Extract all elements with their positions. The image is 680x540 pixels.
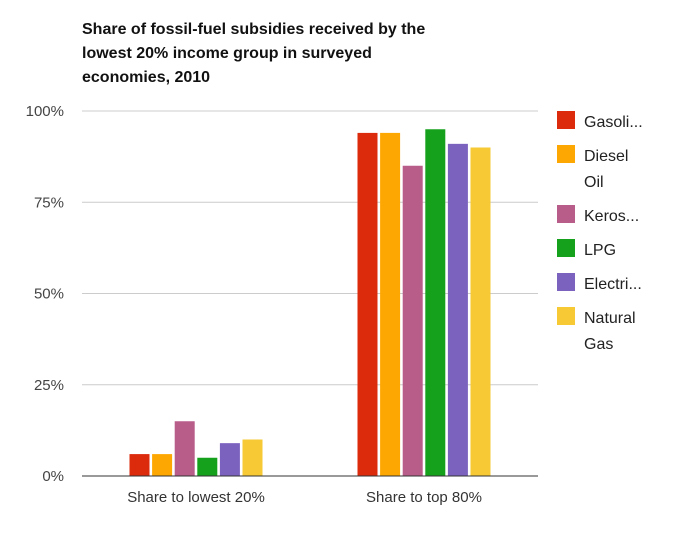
legend-label: Oil bbox=[584, 174, 604, 191]
bar-diesel-oil bbox=[152, 454, 173, 476]
legend-label: Keros... bbox=[584, 208, 639, 225]
y-tick-label: 50% bbox=[34, 286, 64, 303]
legend-item[interactable]: Gasoli... bbox=[557, 111, 643, 131]
x-axis-categories: Share to lowest 20% Share to top 80% bbox=[127, 489, 482, 506]
legend-swatch bbox=[557, 239, 575, 257]
legend-label: Electri... bbox=[584, 276, 642, 293]
chart-title-line: Share of fossil-fuel subsidies received … bbox=[82, 21, 425, 38]
legend-swatch bbox=[557, 273, 575, 291]
y-tick-label: 100% bbox=[26, 103, 64, 120]
bar-lpg bbox=[197, 457, 218, 476]
bar-natural-gas bbox=[470, 147, 491, 476]
bar-kerosene bbox=[174, 421, 195, 476]
y-tick-label: 25% bbox=[34, 377, 64, 394]
legend: Gasoli... Diesel Oil Keros... LPG Electri... N… bbox=[557, 111, 643, 353]
legend-label: Gas bbox=[584, 336, 613, 353]
legend-label: Gasoli... bbox=[584, 114, 643, 131]
legend-item[interactable]: Natural Gas bbox=[557, 307, 636, 353]
x-category-label: Share to lowest 20% bbox=[127, 489, 265, 506]
legend-swatch bbox=[557, 205, 575, 223]
chart-title-line: economies, 2010 bbox=[82, 69, 210, 86]
chart-title: Share of fossil-fuel subsidies received … bbox=[82, 21, 425, 86]
legend-swatch bbox=[557, 307, 575, 325]
legend-item[interactable]: Keros... bbox=[557, 205, 639, 225]
bar-electricity bbox=[447, 143, 468, 476]
bar-natural-gas bbox=[242, 439, 263, 476]
legend-item[interactable]: LPG bbox=[557, 239, 616, 259]
bar-lpg bbox=[425, 129, 446, 476]
x-category-label: Share to top 80% bbox=[366, 489, 482, 506]
bar-kerosene bbox=[402, 165, 423, 476]
legend-label: LPG bbox=[584, 242, 616, 259]
bars bbox=[129, 129, 491, 476]
bar-gasoline bbox=[357, 132, 378, 476]
legend-swatch bbox=[557, 145, 575, 163]
y-tick-label: 0% bbox=[42, 468, 64, 485]
bar-diesel-oil bbox=[380, 132, 401, 476]
legend-item[interactable]: Electri... bbox=[557, 273, 642, 293]
gridlines bbox=[82, 110, 538, 386]
y-axis-ticks: 0% 25% 50% 75% 100% bbox=[26, 103, 64, 485]
legend-label: Natural bbox=[584, 310, 636, 327]
legend-label: Diesel bbox=[584, 148, 628, 165]
legend-swatch bbox=[557, 111, 575, 129]
chart-title-line: lowest 20% income group in surveyed bbox=[82, 45, 372, 62]
bar-gasoline bbox=[129, 454, 150, 476]
legend-item[interactable]: Diesel Oil bbox=[557, 145, 628, 191]
bar-electricity bbox=[219, 443, 240, 476]
y-tick-label: 75% bbox=[34, 194, 64, 211]
